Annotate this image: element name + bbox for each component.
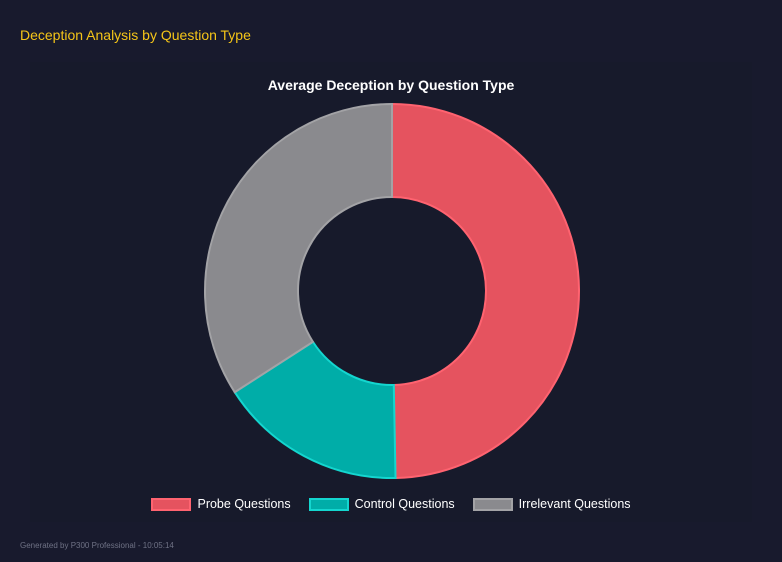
legend-item-probe[interactable]: Probe Questions (151, 497, 291, 511)
legend-label: Irrelevant Questions (518, 497, 631, 511)
page-title: Deception Analysis by Question Type (20, 27, 251, 43)
chart-title: Average Deception by Question Type (267, 77, 515, 93)
chart-legend: Probe Questions Control Questions Irrele… (0, 497, 782, 511)
legend-swatch (472, 497, 513, 511)
legend-swatch (308, 497, 349, 511)
footer-text: Generated by P300 Professional - 10:05:1… (20, 541, 174, 550)
legend-item-irrelevant[interactable]: Irrelevant Questions (472, 497, 631, 511)
legend-label: Control Questions (354, 497, 455, 511)
legend-label: Probe Questions (197, 497, 291, 511)
slice-control[interactable] (233, 340, 397, 479)
slice-probe[interactable] (391, 102, 581, 479)
legend-swatch (151, 497, 192, 511)
legend-item-control[interactable]: Control Questions (308, 497, 455, 511)
slice-irrelevant[interactable] (204, 102, 393, 394)
